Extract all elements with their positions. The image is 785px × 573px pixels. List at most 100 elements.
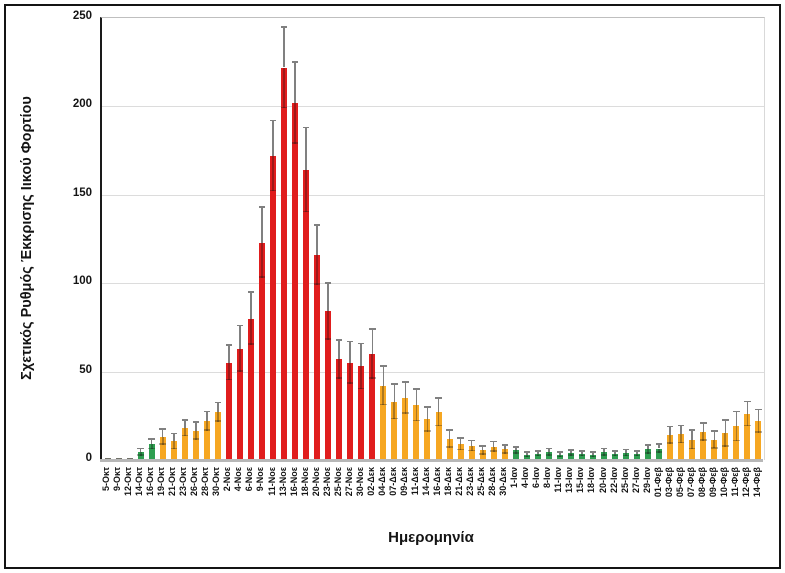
error-bar-bottom-cap	[170, 447, 177, 450]
x-tick-label: 30-Οκτ	[211, 467, 222, 497]
error-bar-lower	[272, 155, 274, 192]
bar	[303, 170, 310, 460]
bar	[612, 453, 619, 460]
error-bar-bottom-cap	[512, 452, 519, 454]
error-bar-top-cap	[214, 401, 222, 404]
error-bar-lower	[305, 170, 307, 213]
bar	[722, 433, 729, 460]
error-bar-bottom-cap	[181, 434, 188, 437]
error-bar-lower	[294, 102, 296, 144]
error-bar-bottom-cap	[545, 453, 553, 456]
error-bar-lower	[261, 242, 263, 278]
error-bar-bottom-cap	[689, 447, 696, 450]
error-bar-lower	[205, 421, 208, 431]
error-bar-lower	[470, 445, 473, 452]
error-bar-lower	[415, 405, 418, 422]
x-tick-label: 09-Φεβ	[707, 467, 718, 498]
bar	[413, 405, 420, 460]
error-bar-lower	[239, 348, 241, 372]
error-bar-bottom-cap	[336, 377, 343, 379]
bar	[634, 453, 641, 460]
error-bar-bottom-cap	[633, 454, 641, 457]
x-tick-label: 18-Ιαν	[586, 467, 597, 494]
bar	[567, 452, 574, 460]
error-bar-lower	[404, 398, 407, 415]
x-tick-label: 28-Οκτ	[200, 467, 211, 497]
error-bar-top-cap	[733, 410, 740, 413]
error-bar-top-cap	[622, 448, 630, 451]
y-tick-label: 100	[72, 275, 92, 288]
error-bar-bottom-cap	[280, 106, 288, 109]
bar	[501, 449, 508, 460]
error-bar-upper	[647, 444, 649, 450]
error-bar-upper	[228, 345, 230, 363]
error-bar-upper	[757, 409, 760, 422]
error-bar-top-cap	[137, 447, 144, 450]
bar	[214, 412, 221, 460]
error-bar-bottom-cap	[203, 429, 210, 431]
error-bar-lower	[713, 439, 716, 449]
error-bar-upper	[614, 451, 616, 454]
error-bar-lower	[702, 431, 705, 441]
x-tick-label: 16-Νοε	[288, 467, 299, 497]
error-bar-lower	[216, 412, 219, 422]
error-bar-lower	[227, 362, 230, 381]
x-tick-label: 25-Δεκ	[476, 467, 487, 496]
error-bar-bottom-cap	[556, 455, 564, 458]
error-bar-lower	[150, 444, 153, 450]
error-bar-lower	[459, 444, 462, 451]
error-bar-upper	[636, 451, 638, 454]
error-bar-lower	[724, 433, 727, 447]
x-tick-label: 09-Δεκ	[398, 467, 409, 496]
x-tick-label: 07-Δεκ	[387, 467, 398, 496]
error-bar-top-cap	[159, 428, 166, 430]
error-bar-upper	[702, 422, 705, 432]
error-bar-upper	[448, 429, 451, 439]
error-bar-lower	[283, 67, 285, 109]
x-tick-label: 18-Δεκ	[443, 467, 454, 496]
error-bar-bottom-cap	[258, 276, 266, 278]
y-axis-title: Σχετικός Ρυθμός Έκκρισης Ιικού Φορτίου	[19, 96, 35, 380]
error-bar-top-cap	[424, 406, 431, 408]
x-tick-label: 14-Οκτ	[134, 467, 145, 497]
error-bar-top-cap	[170, 432, 177, 435]
gridline	[102, 371, 764, 373]
error-bar-top-cap	[589, 451, 597, 453]
x-tick-label: 25-Νοε	[332, 467, 343, 497]
x-tick-label: 11-Ιαν	[553, 467, 564, 493]
error-bar-bottom-cap	[534, 454, 541, 457]
x-tick-label: 4-Ιαν	[520, 467, 531, 489]
error-bar-bottom-cap	[678, 441, 685, 444]
error-bar-upper	[239, 325, 241, 349]
x-tick-label: 30-Δεκ	[498, 467, 509, 496]
bar	[148, 444, 155, 460]
gridline	[102, 106, 764, 108]
error-bar-top-cap	[192, 421, 199, 423]
gridline	[102, 194, 764, 196]
chart-outer-border	[4, 4, 781, 569]
y-tick-label: 200	[72, 98, 92, 111]
error-bar-upper	[691, 429, 694, 440]
error-bar-top-cap	[700, 422, 707, 424]
error-bar-top-cap	[556, 451, 564, 453]
x-tick-label: 28-Δεκ	[487, 467, 498, 496]
error-bar-bottom-cap	[523, 455, 530, 458]
error-bar-bottom-cap	[269, 189, 277, 192]
error-bar-bottom-cap	[644, 452, 652, 454]
error-bar-bottom-cap	[457, 448, 464, 451]
x-tick-label: 02-Δεκ	[365, 467, 376, 496]
bar	[181, 428, 188, 460]
error-bar-lower	[669, 435, 672, 445]
error-bar-upper	[404, 382, 407, 399]
error-bar-bottom-cap	[446, 446, 453, 448]
error-bar-top-cap	[667, 425, 674, 428]
bar	[711, 439, 718, 460]
bar	[236, 348, 243, 460]
error-bar-upper	[713, 430, 716, 440]
error-bar-bottom-cap	[479, 453, 486, 455]
x-tick-label: 21-Δεκ	[454, 467, 465, 496]
error-bar-upper	[603, 448, 605, 453]
error-bar-bottom-cap	[600, 453, 608, 456]
error-bar-lower	[481, 450, 484, 455]
bar	[247, 318, 254, 460]
